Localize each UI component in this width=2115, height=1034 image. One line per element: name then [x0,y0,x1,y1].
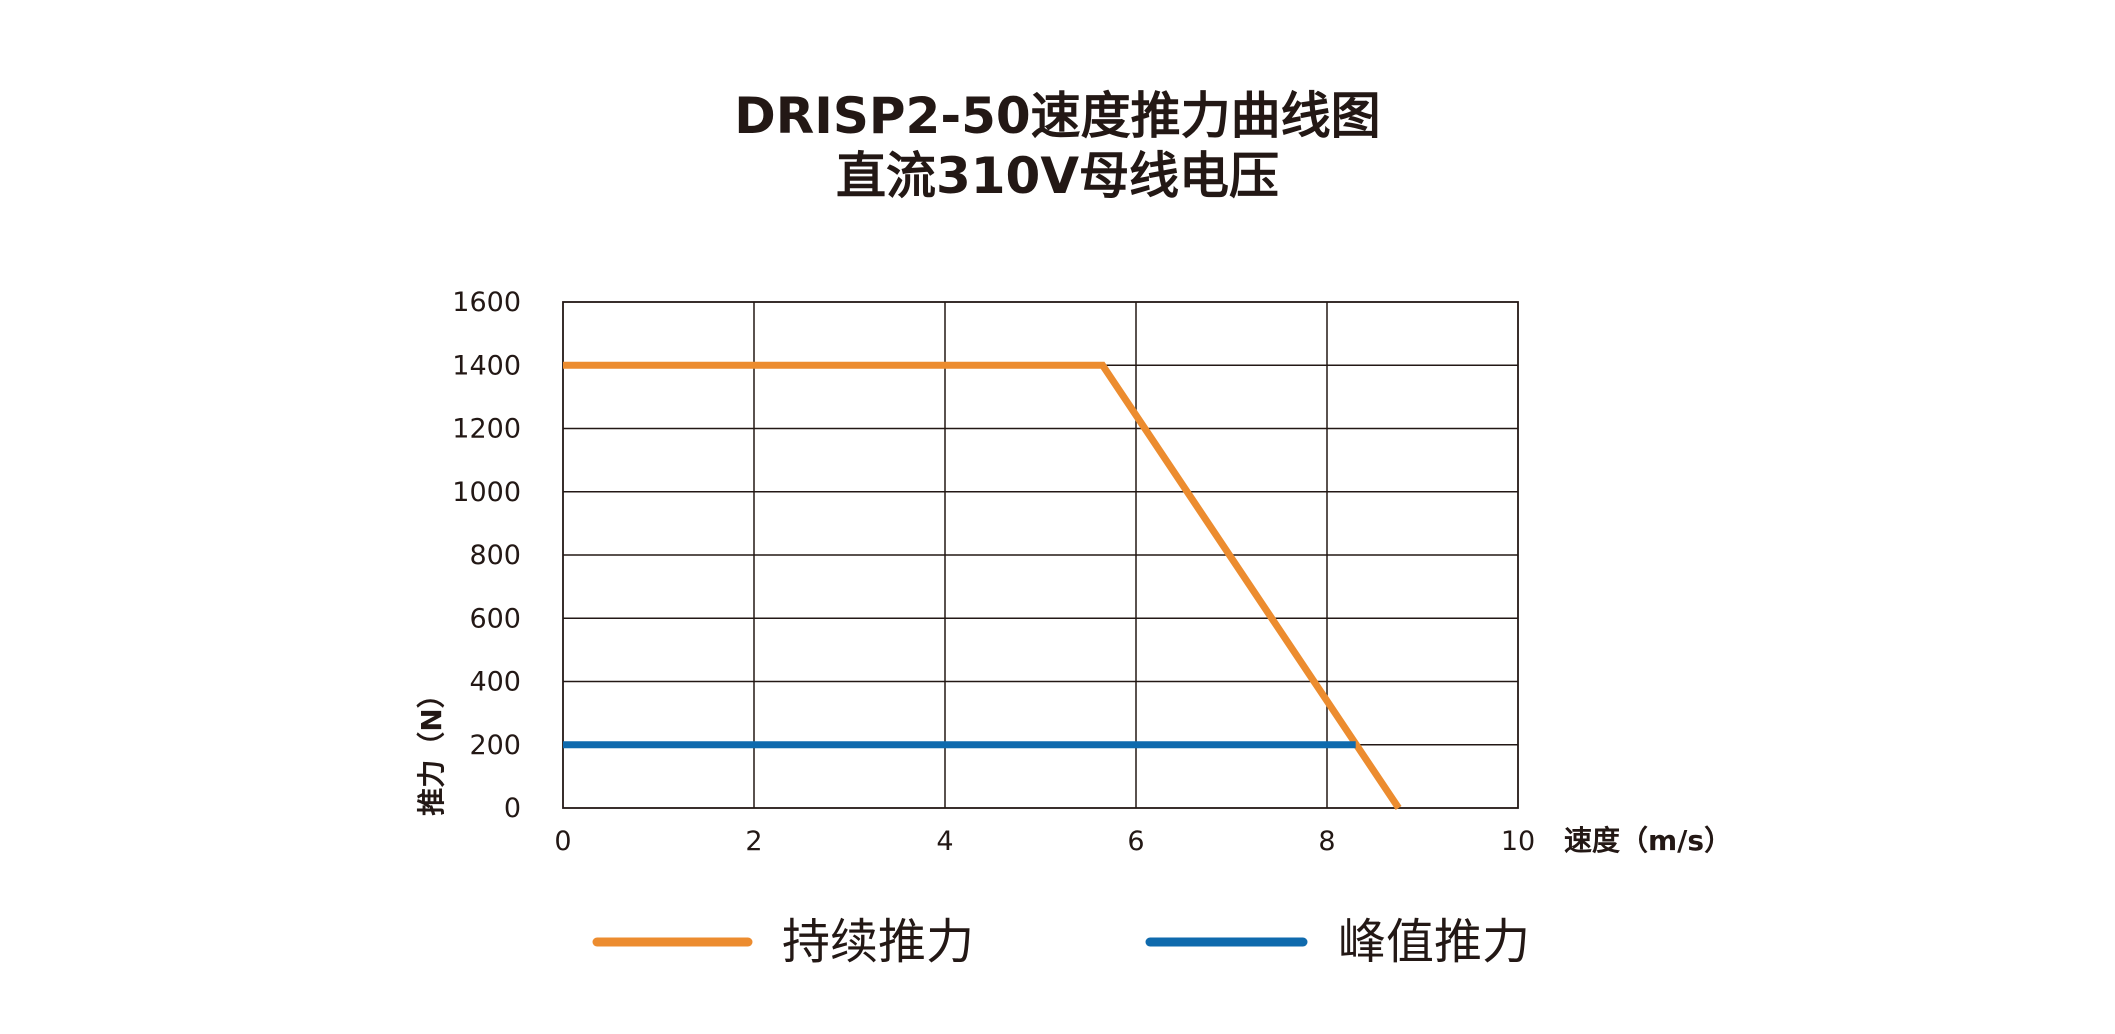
x-tick-label: 6 [1127,826,1144,857]
y-tick-label: 0 [504,793,521,824]
chart-title-block: DRISP2-50速度推力曲线图 直流310V母线电压 [0,86,2115,206]
legend-label-peak-thrust: 峰值推力 [1338,914,1530,970]
x-tick-label: 0 [554,826,571,857]
y-axis-label: 推力（N） [415,680,448,815]
x-axis-label: 速度（m/s） [1564,824,1732,857]
x-tick-label: 2 [745,826,762,857]
y-tick-label: 1200 [452,414,521,445]
y-tick-label: 1000 [452,477,521,508]
legend-label-continuous-thrust: 持续推力 [782,914,974,970]
x-tick-label: 10 [1501,826,1535,857]
y-tick-label: 200 [469,730,521,761]
y-tick-label: 1400 [452,350,521,381]
series-line-continuous-thrust [563,361,1402,810]
chart-title: DRISP2-50速度推力曲线图 [734,87,1381,145]
chart-subtitle: 直流310V母线电压 [835,147,1280,205]
y-tick-label: 800 [469,540,521,571]
y-tick-label: 1600 [452,287,521,318]
y-tick-label: 600 [469,603,521,634]
y-tick-label: 400 [469,667,521,698]
x-tick-label: 4 [936,826,953,857]
x-tick-label: 8 [1318,826,1335,857]
